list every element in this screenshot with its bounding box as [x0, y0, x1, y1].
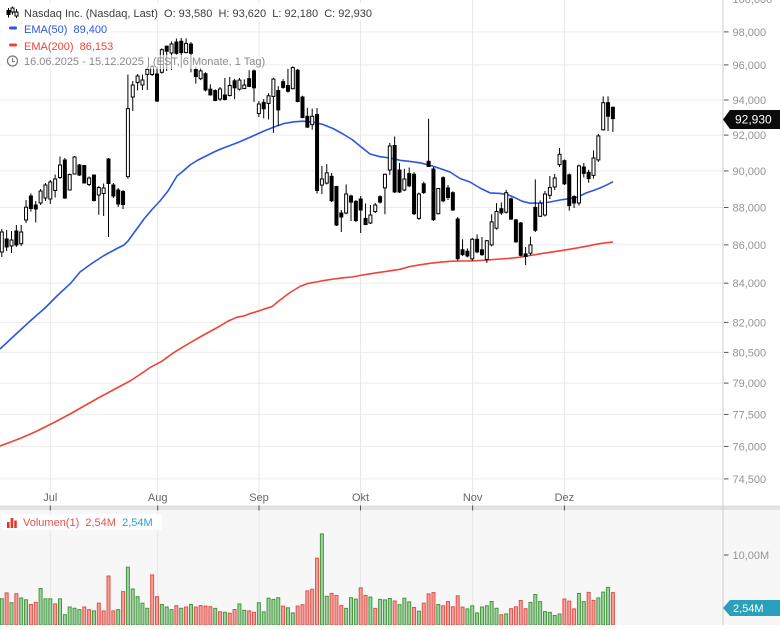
svg-text:10,00M: 10,00M — [733, 550, 770, 562]
svg-text:76,000: 76,000 — [733, 441, 767, 453]
svg-text:82,000: 82,000 — [733, 317, 767, 329]
svg-text:Jul: Jul — [43, 492, 57, 504]
svg-text:92,930: 92,930 — [735, 113, 772, 127]
svg-text:Nasdaq Inc. (Nasdaq, Last) O:: Nasdaq Inc. (Nasdaq, Last) O: 93,580 H: … — [24, 8, 372, 20]
svg-text:88,000: 88,000 — [733, 203, 767, 215]
svg-text:74,500: 74,500 — [733, 474, 767, 486]
svg-text:79,000: 79,000 — [733, 378, 767, 390]
svg-text:Nov: Nov — [463, 492, 483, 504]
svg-text:Volumen(1) 2,54M 2,54M: Volumen(1) 2,54M 2,54M — [23, 517, 153, 529]
svg-text:Okt: Okt — [352, 492, 369, 504]
svg-text:94,000: 94,000 — [733, 95, 767, 107]
svg-text:86,000: 86,000 — [733, 240, 767, 252]
svg-text:2,54M: 2,54M — [733, 603, 764, 615]
svg-text:84,000: 84,000 — [733, 278, 767, 290]
svg-text:77,500: 77,500 — [733, 409, 767, 421]
svg-text:Dez: Dez — [555, 492, 575, 504]
svg-text:EMA(50) 89,400: EMA(50) 89,400 — [24, 24, 107, 36]
svg-text:Sep: Sep — [249, 492, 269, 504]
svg-text:Aug: Aug — [148, 492, 168, 504]
svg-text:98,000: 98,000 — [733, 27, 767, 39]
svg-text:96,000: 96,000 — [733, 60, 767, 72]
svg-text:90,000: 90,000 — [733, 166, 767, 178]
svg-text:EMA(200) 86,153: EMA(200) 86,153 — [24, 41, 113, 53]
svg-text:100,000: 100,000 — [733, 0, 773, 6]
svg-text:80,500: 80,500 — [733, 347, 767, 359]
svg-text:16.06.2025 - 15.12.2025 | (EST: 16.06.2025 - 15.12.2025 | (EST, 6 Monate… — [24, 56, 265, 68]
svg-text:92,000: 92,000 — [733, 130, 767, 142]
